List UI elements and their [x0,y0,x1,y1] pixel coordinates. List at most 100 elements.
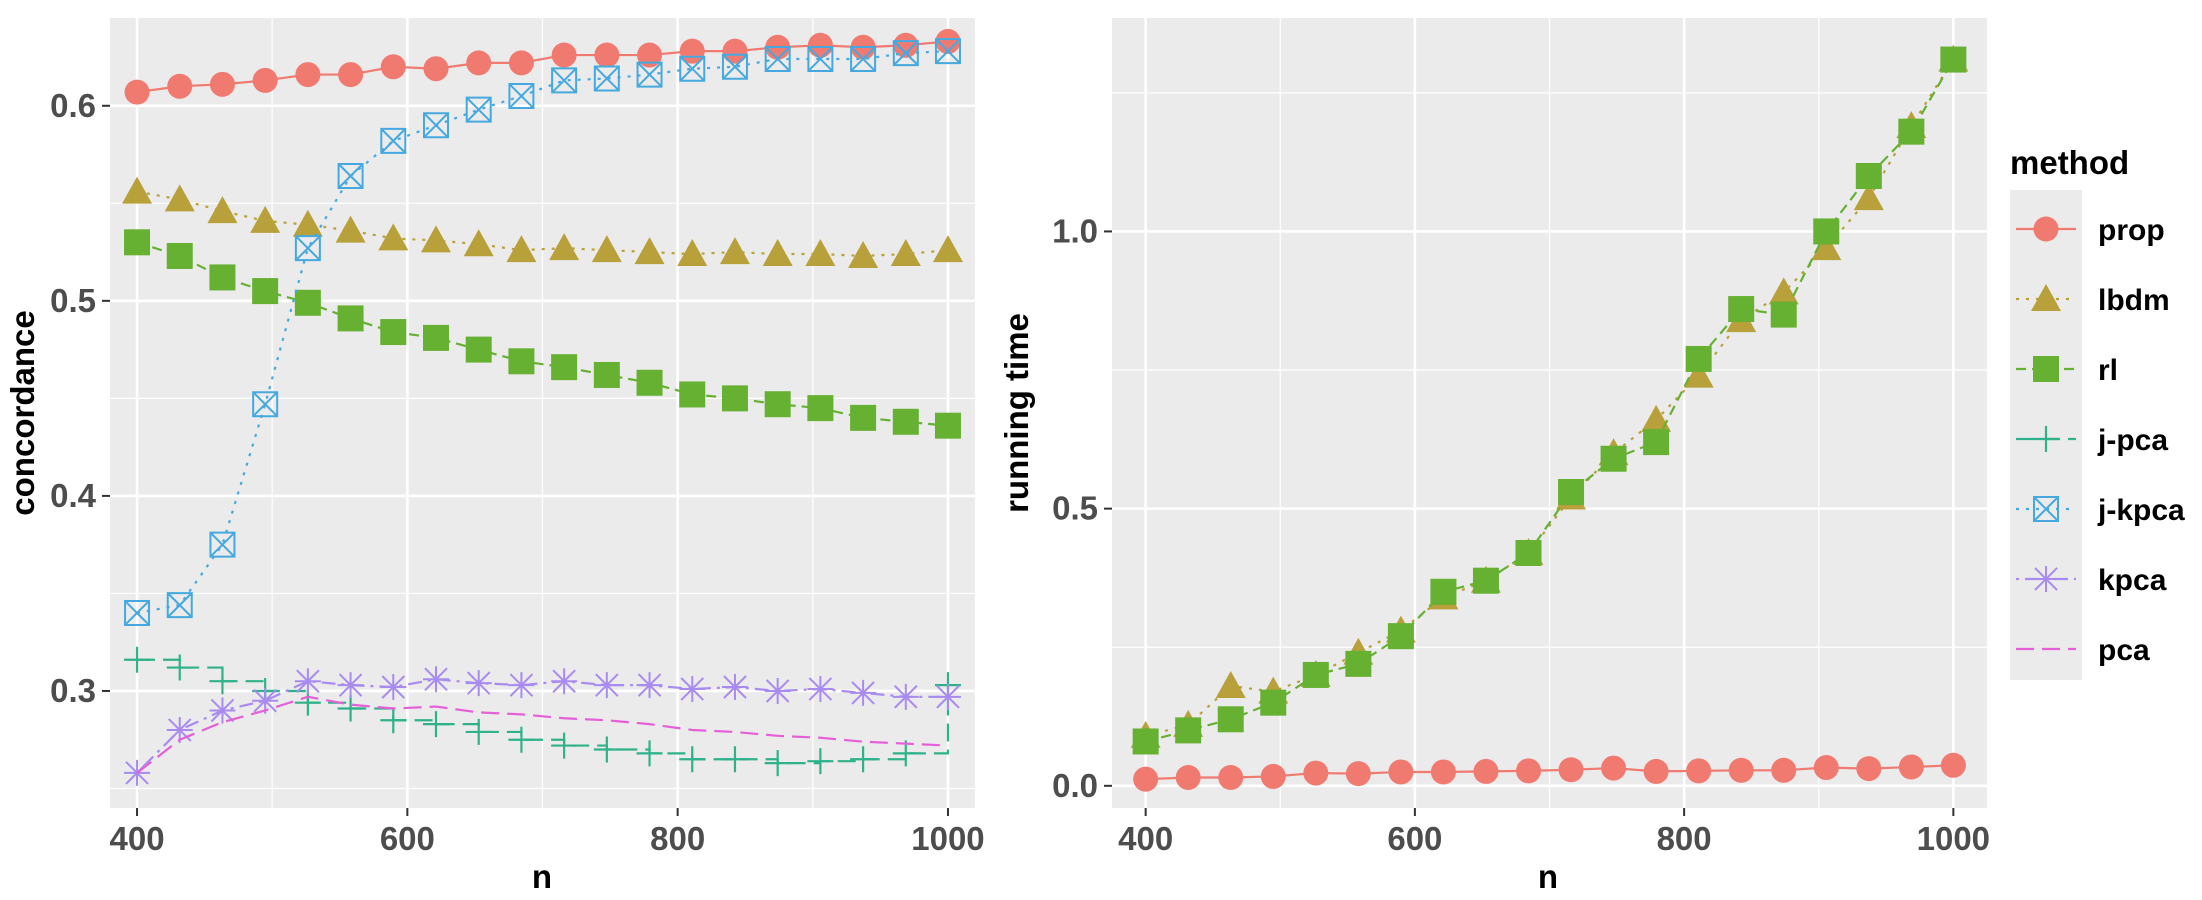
concordance-series [122,28,963,786]
running-time-point-prop [1856,756,1882,782]
legend-label-j-pca: j-pca [2097,424,2168,457]
running-time-point-prop [1345,761,1371,787]
running-time-point-prop [1601,755,1627,781]
concordance-point-j-kpca [422,112,449,139]
concordance-point-rl [679,381,706,408]
running-time-point-rl [1430,578,1457,605]
concordance-point-j-kpca [294,235,321,262]
concordance-point-lbdm [250,205,281,233]
concordance-point-lbdm [762,239,793,267]
concordance-point-lbdm [591,235,622,263]
concordance-point-prop [209,71,235,97]
concordance-point-rl [166,242,193,269]
running-time-point-rl [1685,345,1712,372]
running-time-point-rl [1472,567,1499,594]
concordance-series-j-kpca [124,38,961,626]
concordance-point-j-pca [721,746,748,773]
legend-item-kpca: kpca [2016,564,2167,597]
concordance-x-tick-label: 1000 [911,820,984,857]
concordance-point-j-kpca [465,96,492,123]
concordance-point-j-kpca [636,61,663,88]
concordance-point-rl [721,385,748,412]
running-time-point-lbdm [1215,671,1246,699]
concordance-point-lbdm [378,223,409,251]
concordance-y-tick-labels: 0.3 0.4 0.5 0.6 [50,87,110,709]
concordance-point-lbdm [805,239,836,267]
concordance-point-rl [807,395,834,422]
concordance-point-j-kpca [807,45,834,72]
legend-label-kpca: kpca [2098,564,2167,597]
concordance-point-prop [167,73,193,99]
concordance-point-lbdm [506,235,537,263]
concordance-point-j-pca [679,746,706,773]
legend-marker-kpca [2033,566,2059,592]
concordance-point-j-kpca [337,163,364,189]
concordance-point-prop [508,50,534,76]
running-time-gridlines [1112,18,1987,808]
concordance-point-rl [294,289,321,316]
running-time-point-prop [1771,757,1797,783]
legend-label-prop: prop [2098,214,2165,247]
concordance-point-kpca [380,674,407,701]
concordance-point-j-pca [422,711,449,738]
running-time-point-prop [1686,758,1712,784]
concordance-series-rl [124,229,961,439]
concordance-point-kpca [593,672,620,699]
concordance-point-prop [594,42,620,68]
running-time-point-prop [1813,755,1839,781]
running-time-point-prop [1558,757,1584,783]
concordance-point-kpca [679,676,706,703]
running-time-point-rl [1387,623,1414,650]
concordance-point-rl [934,412,961,439]
concordance-x-tick-label: 600 [380,820,435,857]
running-time-x-tick-label: 800 [1657,820,1712,857]
concordance-y-tick-label: 0.6 [50,87,96,124]
concordance-point-j-kpca [551,67,578,94]
concordance-point-prop [295,62,321,88]
running-time-point-prop [1473,758,1499,784]
legend-marker-j-kpca [2033,496,2059,522]
running-time-point-prop [1303,760,1329,786]
concordance-point-rl [209,264,236,291]
concordance-point-rl [337,305,364,332]
concordance-point-j-kpca [892,40,919,67]
running-time-point-prop [1516,758,1541,784]
concordance-x-tick-labels: 400 600 800 1000 [110,808,985,857]
running-time-point-rl [1302,661,1329,688]
concordance-point-j-pca [166,654,193,681]
concordance-point-j-kpca [166,592,193,619]
concordance-point-rl [252,278,279,305]
concordance-point-rl [892,408,919,435]
concordance-point-prop [893,32,919,58]
concordance-point-rl [124,229,151,256]
running-time-point-prop [1388,759,1414,785]
concordance-x-tick-label: 800 [650,820,705,857]
running-time-point-rl [1132,728,1159,755]
concordance-point-kpca [166,716,193,743]
running-time-point-rl [1345,650,1372,677]
running-time-y-tick-labels: 0.0 0.5 1.0 [1052,212,1112,804]
concordance-point-j-pca [465,718,492,745]
concordance-point-lbdm [719,237,750,265]
running-time-y-tick-label: 0.0 [1052,767,1098,804]
concordance-point-kpca [850,679,877,706]
running-time-x-axis-title: n [1538,858,1558,895]
legend-label-rl: rl [2098,354,2118,387]
running-time-point-prop [1940,752,1966,778]
running-time-point-lbdm [1853,183,1884,211]
running-time-point-rl [1600,445,1627,472]
concordance-point-rl [636,369,663,396]
concordance-point-lbdm [890,239,921,267]
concordance-point-lbdm [122,176,153,204]
concordance-point-kpca [934,683,961,710]
concordance-point-j-kpca [209,531,236,558]
legend-item-j-pca: j-pca [2016,424,2168,457]
concordance-point-j-pca [551,732,578,759]
concordance-point-rl [380,319,407,346]
concordance-point-lbdm [634,237,665,265]
concordance-panel: 0.3 0.4 0.5 0.6 400 600 800 1000 n concordance [4,18,985,895]
running-time-point-prop [1898,754,1924,780]
legend-marker-rl [2033,356,2059,382]
concordance-point-kpca [294,668,321,695]
concordance-point-j-pca [764,750,791,777]
